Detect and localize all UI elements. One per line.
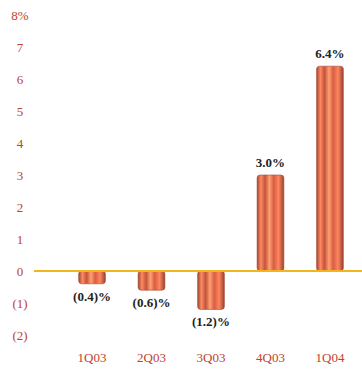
y-tick-label: 0 xyxy=(17,264,24,279)
y-tick: (1) xyxy=(12,296,34,311)
y-tick-label: (1) xyxy=(12,296,27,311)
y-tick-label: 4 xyxy=(17,136,24,151)
y-tick: 8% xyxy=(11,8,34,23)
x-axis-line xyxy=(63,335,361,336)
x-tick: 3Q03 xyxy=(197,335,226,365)
data-label: (1.2)% xyxy=(192,314,230,329)
x-axis: 1Q03 2Q03 3Q03 4Q03 1Q04 xyxy=(63,335,361,365)
y-tick: 5 xyxy=(17,104,34,119)
x-tick-label: 3Q03 xyxy=(197,350,226,365)
y-tick-label: 5 xyxy=(17,104,24,119)
y-tick-label: (2) xyxy=(12,328,27,343)
y-tick-label: 6 xyxy=(17,72,24,87)
y-tick-label: 3 xyxy=(17,168,24,183)
bar xyxy=(317,66,344,271)
y-axis-line xyxy=(34,16,35,336)
data-label: (0.4)% xyxy=(73,289,111,304)
bar xyxy=(198,271,225,309)
x-tick-label: 1Q04 xyxy=(316,350,345,365)
zero-line xyxy=(34,270,362,272)
data-label: 6.4% xyxy=(315,46,344,61)
data-label: (0.6)% xyxy=(133,295,171,310)
x-tick: 2Q03 xyxy=(137,335,166,365)
y-tick-label: 2 xyxy=(17,200,24,215)
y-tick-label: 7 xyxy=(17,40,24,55)
bar xyxy=(138,271,165,290)
y-tick: 3 xyxy=(17,168,34,183)
y-tick: 6 xyxy=(17,72,34,87)
y-tick: (2) xyxy=(12,328,34,343)
y-tick: 1 xyxy=(17,232,34,247)
bar xyxy=(79,271,106,284)
y-tick-label: 1 xyxy=(17,232,24,247)
chart: (2) (1) 0 1 2 3 4 5 6 7 8% 1Q03 2Q03 3Q03 4Q03 1Q04 (0.4… xyxy=(0,0,362,371)
y-tick: 0 xyxy=(17,264,34,279)
x-tick: 1Q04 xyxy=(316,335,345,365)
data-labels: (0.4)% (0.6)% (1.2)% 3.0% 6.4% xyxy=(73,46,345,329)
x-tick-label: 4Q03 xyxy=(256,350,285,365)
bar xyxy=(257,175,284,271)
y-tick: 4 xyxy=(17,136,34,151)
y-tick: 7 xyxy=(17,40,34,55)
x-tick-label: 1Q03 xyxy=(78,350,107,365)
x-tick: 1Q03 xyxy=(78,335,107,365)
x-tick: 4Q03 xyxy=(256,335,285,365)
x-tick-label: 2Q03 xyxy=(137,350,166,365)
y-tick-label: 8% xyxy=(11,8,29,23)
plot-area xyxy=(79,66,344,309)
y-axis: (2) (1) 0 1 2 3 4 5 6 7 8% xyxy=(11,8,34,343)
data-label: 3.0% xyxy=(256,155,285,170)
y-tick: 2 xyxy=(17,200,34,215)
